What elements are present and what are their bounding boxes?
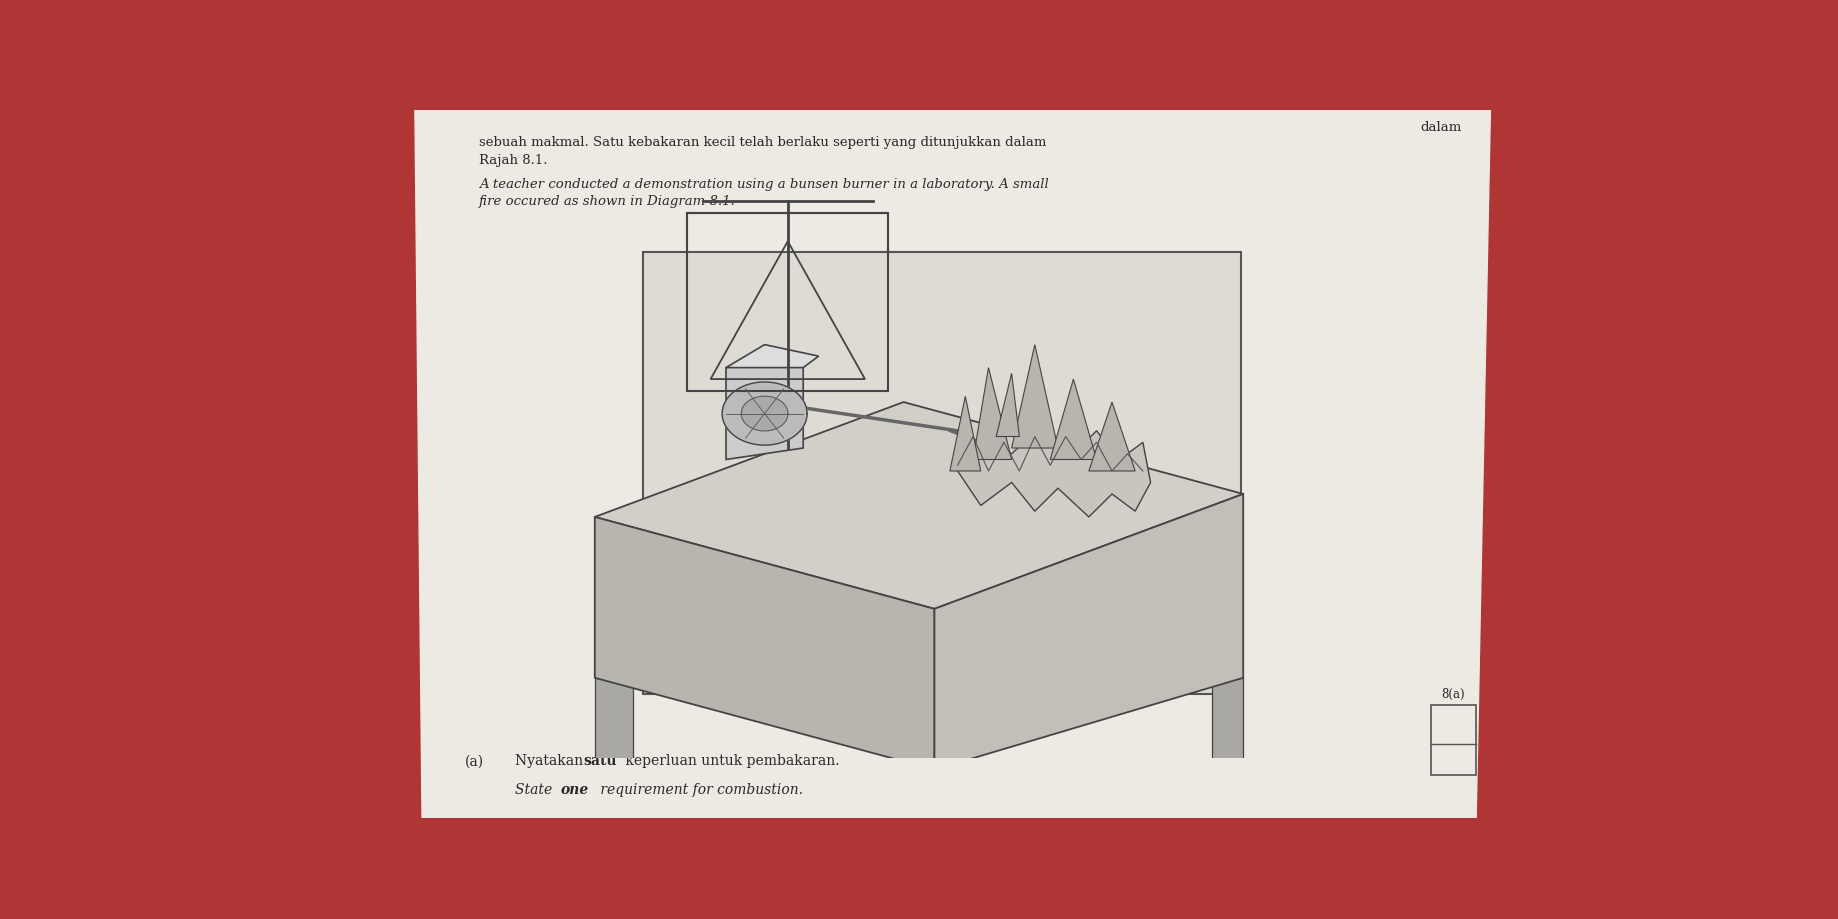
Text: satu: satu [583,754,616,768]
Text: requirement for combustion.: requirement for combustion. [596,783,803,797]
Bar [643,252,1241,694]
Polygon shape [722,382,807,445]
Polygon shape [1049,379,1097,460]
Text: Rajah 8.1: Rajah 8.1 [908,708,976,721]
Text: fire occured as shown in Diagram 8.1.: fire occured as shown in Diagram 8.1. [480,195,735,209]
Text: 8(a): 8(a) [1441,688,1465,701]
Text: Nyatakan: Nyatakan [515,754,586,768]
Polygon shape [950,396,981,471]
Polygon shape [996,373,1020,437]
Polygon shape [596,678,634,816]
Polygon shape [1011,345,1059,448]
Text: (a): (a) [465,754,483,768]
Polygon shape [741,396,789,431]
Text: State: State [515,783,557,797]
Polygon shape [972,368,1011,460]
Text: one: one [561,783,588,797]
Polygon shape [934,494,1242,770]
Polygon shape [596,516,625,654]
Polygon shape [726,356,803,460]
Text: sebuah makmal. Satu kebakaran kecil telah berlaku seperti yang ditunjukkan dalam: sebuah makmal. Satu kebakaran kecil tela… [480,136,1046,150]
Polygon shape [415,110,1491,818]
Polygon shape [596,403,1242,608]
Polygon shape [1088,403,1136,471]
Bar [1430,705,1476,776]
Text: dalam: dalam [1421,121,1461,134]
Polygon shape [958,425,1151,516]
Polygon shape [726,345,818,368]
Text: A teacher conducted a demonstration using a bunsen burner in a laboratory. A sma: A teacher conducted a demonstration usin… [480,177,1049,190]
Text: keperluan untuk pembakaran.: keperluan untuk pembakaran. [621,754,840,768]
Polygon shape [1213,678,1242,804]
Polygon shape [596,516,934,770]
Text: Diagram 8.1: Diagram 8.1 [899,730,985,743]
Polygon shape [888,770,926,884]
Text: Rajah 8.1.: Rajah 8.1. [480,154,548,167]
